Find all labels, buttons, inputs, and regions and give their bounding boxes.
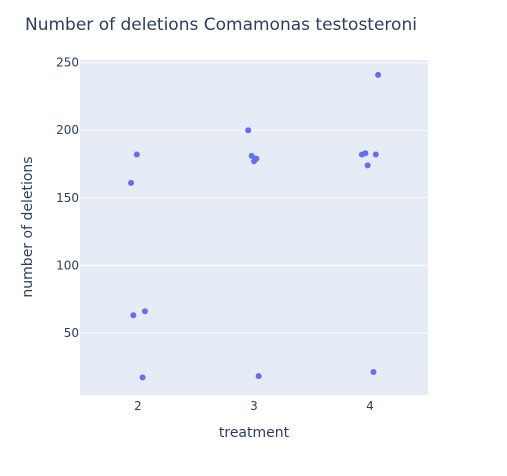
data-point[interactable] [370,369,377,376]
data-point[interactable] [141,308,148,315]
data-point[interactable] [128,179,135,186]
chart-title: Number of deletions Comamonas testostero… [25,15,417,35]
data-point[interactable] [130,312,137,319]
y-tick-label: 50 [64,326,79,340]
data-point[interactable] [248,152,255,159]
data-point[interactable] [133,151,140,158]
x-tick-labels: 2 3 4 [134,399,374,413]
data-point[interactable] [245,127,252,134]
x-tick-label: 2 [134,399,142,413]
y-tick-label: 100 [56,258,79,272]
y-axis-title: number of deletions [20,156,36,297]
data-point[interactable] [375,71,382,78]
x-tick-label: 4 [366,399,374,413]
data-points [128,71,382,381]
y-tick-label: 250 [56,56,79,70]
y-tick-labels: 50 100 150 200 250 [56,56,79,340]
x-tick-label: 3 [250,399,258,413]
data-point[interactable] [372,151,379,158]
data-point[interactable] [364,162,371,169]
data-point[interactable] [362,150,369,157]
data-point[interactable] [139,374,146,381]
data-point[interactable] [251,158,257,165]
y-tick-label: 200 [56,123,79,137]
y-gridlines [80,62,428,334]
plot-area [80,60,428,395]
data-point[interactable] [255,373,262,380]
y-tick-label: 150 [56,191,79,205]
x-axis-title: treatment [219,425,290,441]
